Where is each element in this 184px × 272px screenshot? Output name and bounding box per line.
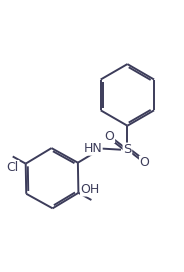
Text: OH: OH: [81, 183, 100, 196]
Text: Cl: Cl: [7, 160, 19, 174]
Text: O: O: [139, 156, 149, 169]
Text: S: S: [123, 143, 132, 156]
Text: HN: HN: [83, 142, 102, 155]
Text: O: O: [105, 129, 114, 143]
